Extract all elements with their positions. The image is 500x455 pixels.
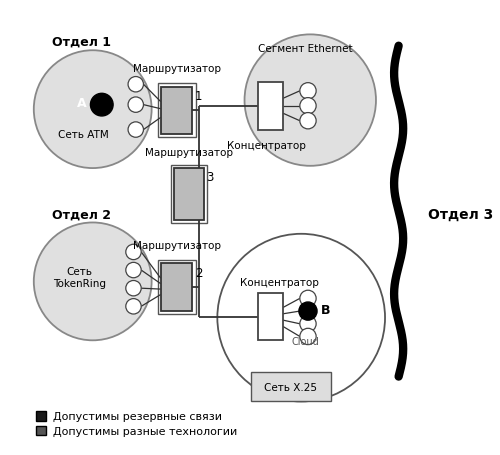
FancyBboxPatch shape (258, 83, 283, 130)
Text: Маршрутизатор: Маршрутизатор (145, 147, 233, 157)
Text: Концентратор: Концентратор (240, 278, 319, 288)
Circle shape (34, 223, 152, 340)
FancyBboxPatch shape (252, 372, 330, 402)
Circle shape (300, 83, 316, 100)
Circle shape (244, 35, 376, 167)
Circle shape (128, 122, 144, 138)
Circle shape (128, 77, 144, 93)
Circle shape (90, 94, 113, 116)
Text: A: A (76, 96, 86, 110)
FancyBboxPatch shape (36, 411, 46, 421)
FancyBboxPatch shape (160, 87, 192, 135)
Circle shape (299, 302, 317, 320)
Text: Маршрутизатор: Маршрутизатор (132, 64, 220, 74)
Circle shape (300, 113, 316, 130)
Text: Сеть
TokenRing: Сеть TokenRing (52, 267, 106, 288)
Text: Сегмент Ethernet: Сегмент Ethernet (258, 44, 353, 54)
Text: Cloud: Cloud (292, 336, 320, 346)
Text: Отдел 2: Отдел 2 (52, 208, 111, 221)
FancyBboxPatch shape (258, 293, 283, 340)
Circle shape (218, 234, 385, 402)
Circle shape (126, 299, 141, 314)
FancyBboxPatch shape (160, 264, 192, 311)
Text: Допустимы резервные связи: Допустимы резервные связи (53, 411, 222, 421)
FancyBboxPatch shape (174, 169, 204, 221)
FancyBboxPatch shape (158, 84, 196, 138)
Text: Сеть ATM: Сеть ATM (58, 130, 109, 140)
FancyBboxPatch shape (158, 261, 196, 314)
Text: B: B (320, 303, 330, 317)
Circle shape (300, 98, 316, 115)
Circle shape (34, 51, 152, 169)
Text: Отдел 3: Отдел 3 (428, 207, 494, 221)
Circle shape (300, 316, 316, 332)
Circle shape (300, 329, 316, 345)
Text: 1: 1 (194, 90, 202, 102)
FancyBboxPatch shape (36, 425, 46, 435)
Circle shape (126, 281, 141, 296)
Circle shape (300, 291, 316, 307)
Text: 3: 3 (206, 171, 214, 184)
Text: Сеть X.25: Сеть X.25 (264, 382, 318, 392)
FancyBboxPatch shape (171, 166, 207, 224)
Text: Концентратор: Концентратор (226, 140, 306, 150)
Circle shape (126, 245, 141, 260)
Circle shape (126, 263, 141, 278)
Text: 2: 2 (194, 266, 202, 279)
Text: Маршрутизатор: Маршрутизатор (132, 240, 220, 250)
Text: Допустимы разные технологии: Допустимы разные технологии (53, 425, 237, 435)
Circle shape (128, 98, 144, 113)
Text: Отдел 1: Отдел 1 (52, 36, 111, 49)
